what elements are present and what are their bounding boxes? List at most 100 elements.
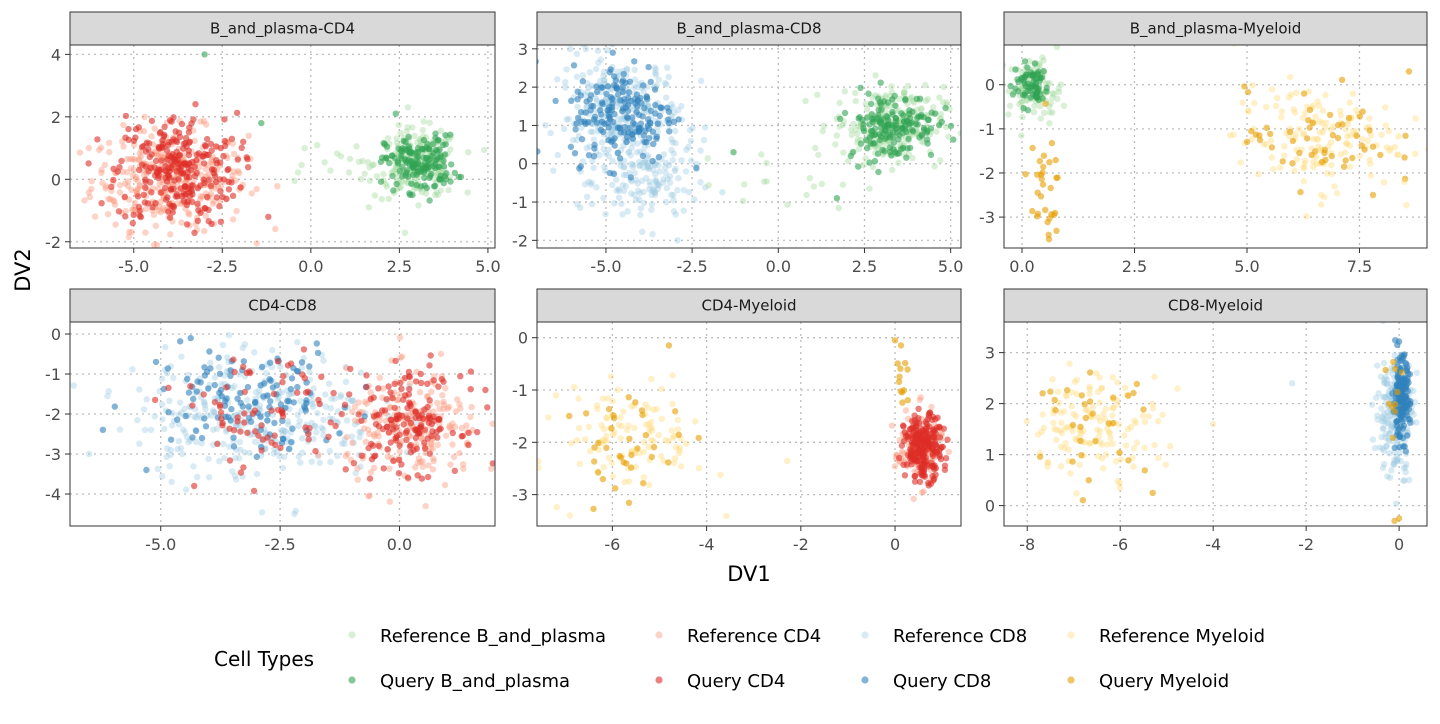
legend-entry: Reference CD8 (861, 626, 1027, 647)
data-point (640, 164, 647, 171)
y-tick-label: 0 (985, 76, 995, 95)
data-point (655, 76, 662, 83)
data-point (397, 129, 404, 137)
data-point (877, 79, 884, 86)
data-point (605, 153, 613, 160)
data-point (924, 116, 932, 124)
data-point (1245, 108, 1252, 115)
data-point (308, 458, 315, 465)
data-point (637, 205, 645, 212)
data-point (904, 397, 911, 404)
data-point (642, 432, 649, 439)
data-point (609, 473, 617, 480)
data-point (240, 358, 247, 365)
data-point (1063, 424, 1071, 431)
data-point (763, 178, 770, 185)
facet-strip (69, 11, 496, 46)
data-point (130, 206, 137, 214)
data-point (216, 458, 223, 465)
data-point (292, 507, 299, 515)
data-point (422, 190, 430, 197)
data-point (436, 416, 443, 423)
data-point (1069, 458, 1076, 465)
data-point (758, 151, 765, 158)
data-point (192, 101, 199, 108)
data-point (412, 464, 419, 471)
data-point (634, 180, 641, 187)
data-point (683, 440, 690, 447)
data-point (401, 374, 409, 382)
data-point (1381, 461, 1388, 468)
data-point (595, 59, 602, 66)
data-point (615, 68, 622, 75)
data-point (577, 109, 585, 116)
data-point (1289, 137, 1297, 145)
data-point (678, 102, 685, 110)
data-point (200, 398, 208, 405)
data-point (240, 363, 247, 370)
data-point (1387, 421, 1395, 429)
data-point (185, 211, 193, 218)
data-point (607, 115, 614, 123)
data-point (639, 228, 646, 235)
data-point (537, 458, 542, 465)
x-tick-label: 5.0 (1234, 257, 1259, 276)
data-point (314, 349, 322, 357)
data-point (594, 405, 601, 412)
data-point (1130, 463, 1137, 470)
x-tick-label: -6 (1112, 535, 1128, 554)
data-point (609, 398, 616, 405)
data-point (395, 145, 402, 152)
data-point (648, 201, 656, 208)
data-point (852, 89, 859, 97)
data-point (1046, 159, 1053, 166)
data-point (143, 466, 150, 474)
data-point (607, 373, 615, 380)
data-point (207, 359, 214, 366)
data-point (573, 136, 580, 144)
data-point (229, 468, 236, 475)
data-point (170, 374, 177, 382)
data-point (212, 143, 220, 150)
data-point (343, 433, 350, 441)
data-point (1349, 127, 1357, 135)
data-point (442, 132, 449, 139)
data-point (619, 211, 626, 218)
data-point (647, 181, 654, 189)
data-point (445, 186, 452, 194)
data-point (1314, 136, 1322, 143)
data-point (633, 196, 640, 203)
data-point (656, 168, 663, 175)
data-point (280, 435, 287, 443)
data-point (115, 208, 123, 215)
data-point (1048, 139, 1056, 147)
data-point (915, 431, 922, 438)
data-point (586, 69, 594, 76)
data-point (396, 334, 404, 341)
data-point (116, 189, 124, 196)
data-point (683, 146, 690, 153)
data-point (674, 416, 681, 424)
data-point (1268, 137, 1275, 144)
data-point (393, 139, 401, 147)
data-point (435, 137, 442, 144)
data-point (620, 459, 627, 466)
data-point (896, 454, 903, 462)
data-point (268, 407, 275, 414)
data-point (147, 179, 154, 186)
data-point (272, 225, 279, 233)
data-point (1327, 139, 1335, 146)
data-point (1089, 403, 1097, 411)
data-point (943, 99, 950, 106)
data-point (648, 424, 655, 431)
data-point (238, 144, 245, 151)
data-point (1167, 443, 1174, 450)
data-point (166, 463, 173, 470)
data-point (668, 146, 675, 154)
data-point (178, 353, 185, 360)
data-point (597, 107, 604, 114)
data-point (211, 399, 219, 406)
data-point (126, 228, 133, 236)
data-point (255, 432, 262, 439)
data-point (392, 110, 399, 117)
